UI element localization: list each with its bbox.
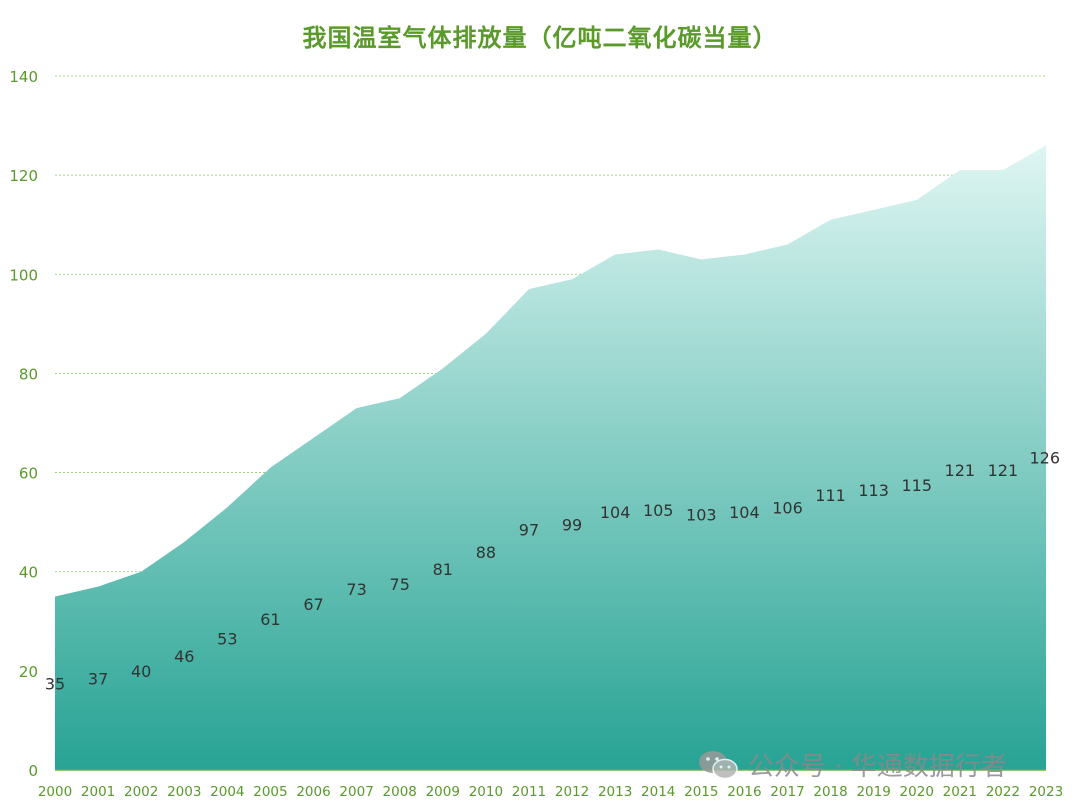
data-label: 126 — [1029, 449, 1060, 468]
x-tick-label: 2015 — [684, 784, 718, 800]
x-tick-label: 2018 — [813, 784, 847, 800]
x-tick-label: 2012 — [555, 784, 589, 800]
data-label: 97 — [519, 521, 539, 540]
data-label: 53 — [217, 630, 237, 649]
data-labels: 35 37 40 46 53 61 67 73 75 81 88 97 99 104 105 103 104 10… — [45, 449, 1060, 694]
axes: 0 20 40 60 80 100 120 140 2000 2001 2002 2003 2004 20… — [9, 68, 1063, 800]
x-tick-label: 2017 — [770, 784, 804, 800]
data-label: 46 — [174, 647, 194, 666]
data-label: 73 — [346, 580, 366, 599]
data-label: 88 — [476, 543, 496, 562]
x-tick-label: 2014 — [641, 784, 675, 800]
data-label: 106 — [772, 498, 803, 517]
watermark-text: 公众号 · 华通数据行者 — [748, 752, 1007, 782]
data-label: 111 — [815, 486, 846, 505]
y-tick-label: 40 — [19, 564, 38, 582]
data-label: 103 — [686, 506, 717, 525]
x-tick-label: 2020 — [900, 784, 934, 800]
x-tick-label: 2004 — [210, 784, 244, 800]
chart-title: 我国温室气体排放量（亿吨二氧化碳当量） — [302, 24, 778, 52]
data-label: 75 — [390, 575, 410, 594]
x-tick-label: 2006 — [296, 784, 330, 800]
watermark: 公众号 · 华通数据行者 — [698, 746, 1007, 783]
y-tick-label: 140 — [9, 68, 38, 86]
data-label: 61 — [260, 610, 280, 629]
data-label: 121 — [988, 461, 1019, 480]
data-label: 99 — [562, 516, 582, 535]
data-label: 105 — [643, 501, 674, 520]
x-tick-label: 2022 — [986, 784, 1020, 800]
data-label: 40 — [131, 662, 151, 681]
y-tick-label: 0 — [28, 762, 38, 780]
x-tick-label: 2013 — [598, 784, 632, 800]
wechat-icon — [698, 749, 738, 781]
x-tick-label: 2019 — [856, 784, 890, 800]
data-label: 67 — [303, 595, 323, 614]
x-tick-label: 2009 — [426, 784, 460, 800]
x-tick-label: 2016 — [727, 784, 761, 800]
data-label: 104 — [600, 503, 631, 522]
x-tick-label: 2007 — [339, 784, 373, 800]
x-tick-label: 2000 — [38, 784, 72, 800]
y-tick-label: 20 — [19, 663, 38, 681]
x-tick-label: 2002 — [124, 784, 158, 800]
data-label: 35 — [45, 674, 65, 693]
data-label: 115 — [901, 476, 932, 495]
x-tick-label: 2023 — [1029, 784, 1063, 800]
data-label: 113 — [858, 481, 889, 500]
y-tick-label: 60 — [19, 465, 38, 483]
data-label: 104 — [729, 503, 760, 522]
x-tick-label: 2011 — [512, 784, 546, 800]
y-tick-label: 100 — [9, 266, 38, 284]
y-tick-label: 80 — [19, 365, 38, 383]
area-series — [55, 145, 1046, 770]
x-tick-label: 2001 — [81, 784, 115, 800]
y-tick-label: 120 — [9, 167, 38, 185]
x-tick-label: 2021 — [943, 784, 977, 800]
x-tick-label: 2010 — [469, 784, 503, 800]
x-tick-label: 2005 — [253, 784, 287, 800]
area-fill — [55, 145, 1046, 770]
x-tick-label: 2008 — [383, 784, 417, 800]
data-label: 37 — [88, 669, 108, 688]
data-label: 81 — [433, 560, 453, 579]
data-label: 121 — [945, 461, 976, 480]
x-tick-label: 2003 — [167, 784, 201, 800]
